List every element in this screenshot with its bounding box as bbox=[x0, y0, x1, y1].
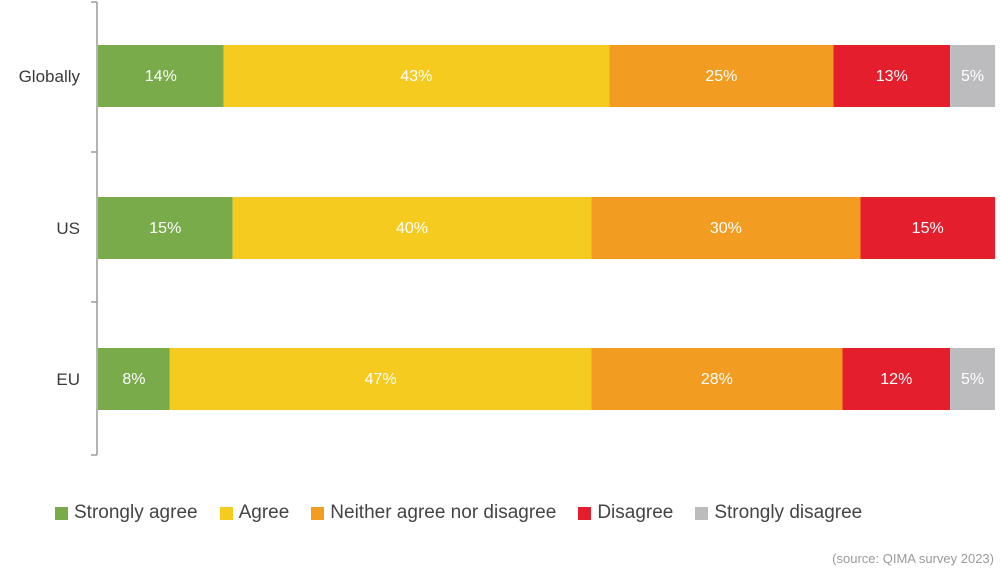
data-label: 5% bbox=[961, 371, 984, 388]
bar-segment bbox=[223, 45, 610, 107]
data-label: 25% bbox=[705, 68, 737, 85]
bar-segment bbox=[232, 197, 592, 259]
data-label: 13% bbox=[876, 68, 908, 85]
bar-segment bbox=[950, 45, 996, 107]
bar-segment bbox=[98, 197, 233, 259]
bar-segment bbox=[169, 348, 592, 410]
data-label: 28% bbox=[701, 371, 733, 388]
bar-segment bbox=[842, 348, 951, 410]
legend-swatch bbox=[219, 506, 233, 520]
data-label: 12% bbox=[880, 371, 912, 388]
data-label: 15% bbox=[149, 220, 181, 237]
legend-label: Disagree bbox=[597, 502, 674, 523]
legend-swatch bbox=[311, 506, 325, 520]
legend-swatch bbox=[55, 506, 68, 520]
source-note: (source: QIMA survey 2023) bbox=[832, 551, 994, 566]
data-label: 5% bbox=[961, 68, 984, 85]
legend-item: Strongly agree bbox=[55, 502, 198, 524]
bar-segment bbox=[860, 197, 996, 259]
category-label: US bbox=[56, 219, 80, 238]
legend-item: Disagree bbox=[578, 502, 673, 524]
stacked-bar-chart: 14% 43% 25% 13% 5%15% 40% 30% 15%8% 47% 28% 12% 5% … bbox=[19, 1, 996, 456]
legend-label: Strongly agree bbox=[74, 502, 198, 523]
bar-segment bbox=[609, 45, 834, 107]
data-label: 47% bbox=[365, 371, 397, 388]
data-label: 30% bbox=[710, 220, 742, 237]
bar-segment bbox=[950, 348, 995, 410]
legend-item: Strongly disagree bbox=[695, 502, 862, 524]
legend-swatch bbox=[578, 506, 592, 520]
legend-swatch bbox=[695, 506, 709, 520]
legend-label: Agree bbox=[238, 502, 290, 523]
data-label: 15% bbox=[912, 220, 944, 237]
data-label: 14% bbox=[145, 68, 177, 85]
data-label: 8% bbox=[122, 371, 145, 388]
bar-segment bbox=[591, 348, 843, 410]
legend-item: Agree bbox=[219, 502, 290, 524]
category-label: EU bbox=[56, 370, 80, 389]
bar-segment bbox=[98, 348, 170, 410]
bar-segment bbox=[591, 197, 861, 259]
category-label: Globally bbox=[19, 67, 81, 86]
data-label: 43% bbox=[400, 68, 432, 85]
bar-group: 14% 43% 25% 13% 5% 15% 40% 30% 15% 8% 47% 28% 12% 5% bbox=[98, 45, 996, 410]
chart-legend: Strongly agree Agree Neither agree nor dis… bbox=[55, 501, 862, 525]
bar-segment bbox=[833, 45, 951, 107]
legend-label: Strongly disagree bbox=[714, 502, 863, 523]
legend-item: Neither agree nor disagree bbox=[311, 502, 556, 524]
category-labels: Globally US EU bbox=[19, 67, 81, 389]
data-label: 40% bbox=[396, 220, 428, 237]
legend-label: Neither agree nor disagree bbox=[330, 502, 557, 523]
bar-segment bbox=[98, 45, 224, 107]
